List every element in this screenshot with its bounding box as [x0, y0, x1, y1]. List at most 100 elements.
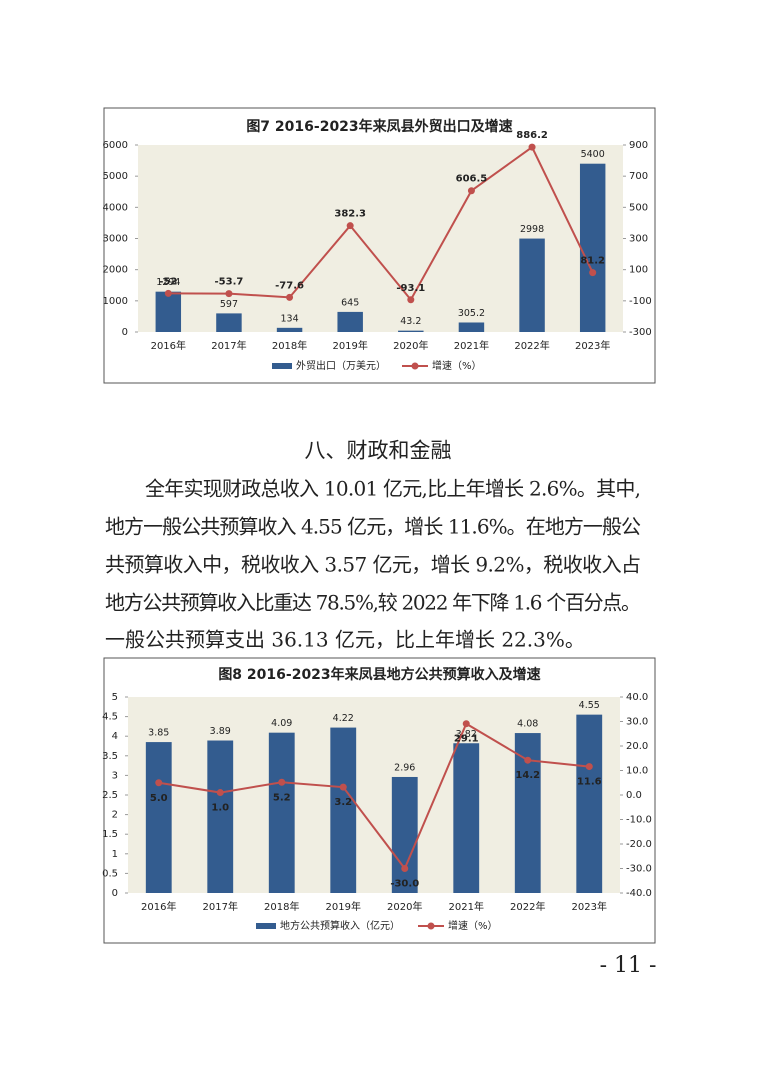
paragraph-line: 一般公共预算支出 36.13 亿元，比上年增长 22.3%。: [105, 628, 585, 652]
bar-label: 134: [280, 313, 298, 324]
x-tick-label: 2020年: [387, 900, 422, 913]
x-tick-label: 2022年: [514, 339, 549, 352]
x-tick-label: 2016年: [141, 900, 176, 913]
y2-tick-label: -100: [629, 296, 652, 307]
x-tick-label: 2021年: [449, 900, 484, 913]
bar: [155, 291, 182, 332]
plot-area: [128, 697, 620, 893]
x-tick-label: 2019年: [326, 900, 361, 913]
y2-tick-label: 900: [629, 140, 648, 151]
legend-swatch: [256, 923, 276, 929]
line-marker: [225, 290, 233, 298]
bar: [207, 740, 234, 893]
line-label: 1.0: [211, 803, 229, 814]
line-marker: [216, 789, 224, 797]
y2-tick-label: 100: [629, 265, 648, 276]
x-tick-label: 2023年: [572, 900, 607, 913]
line-marker: [155, 779, 163, 787]
line-label: 5.0: [150, 793, 168, 804]
bar-label: 3.82: [456, 729, 477, 740]
page-number: - 11 -: [600, 953, 657, 978]
line-marker: [524, 756, 532, 764]
line-marker: [346, 222, 354, 230]
legend-swatch: [272, 363, 292, 369]
section-heading: 八、财政和金融: [305, 439, 452, 463]
y-tick-label: 3000: [103, 234, 128, 245]
line-marker: [278, 778, 286, 786]
x-tick-label: 2017年: [203, 900, 238, 913]
bar-label: 2.96: [394, 762, 415, 773]
y-tick-label: 3: [112, 770, 118, 781]
bar-label: 4.09: [271, 718, 292, 729]
line-marker: [462, 720, 470, 728]
bar-label: 43.2: [400, 316, 421, 327]
x-tick-label: 2019年: [332, 339, 367, 352]
y2-tick-label: 40.0: [626, 692, 648, 703]
y-tick-label: 6000: [103, 140, 128, 151]
line-label: 14.2: [515, 770, 540, 781]
bar-label: 305.2: [458, 308, 485, 319]
y-tick-label: 5: [112, 692, 118, 703]
line-label: 81.2: [580, 256, 605, 267]
y2-tick-label: 0.0: [626, 790, 642, 801]
line-marker: [339, 783, 347, 791]
bar: [579, 163, 606, 332]
bar: [391, 776, 418, 893]
paragraph-line: 共预算收入中，税收收入 3.57 亿元，增长 9.2%，税收收入占: [105, 553, 641, 577]
bar-label: 2998: [520, 224, 544, 235]
y2-tick-label: 10.0: [626, 766, 648, 777]
y2-tick-label: -10.0: [626, 815, 652, 826]
bar: [216, 313, 242, 332]
line-marker: [164, 289, 172, 297]
bar-label: 4.55: [579, 700, 600, 711]
line: [168, 145, 594, 302]
bar: [458, 322, 485, 332]
chart-title: 图7 2016-2023年来凤县外贸出口及增速: [246, 118, 512, 135]
y2-tick-label: -300: [629, 327, 652, 338]
y2-tick-label: 700: [629, 171, 648, 182]
x-tick-label: 2020年: [393, 339, 428, 352]
y-tick-label: 5000: [103, 171, 128, 182]
y-tick-label: 1.5: [102, 829, 118, 840]
line-marker: [589, 269, 597, 277]
bar: [337, 311, 363, 332]
line-label: -53.7: [215, 277, 244, 288]
line-label: -77.6: [275, 280, 304, 291]
legend-label: 增速（%）: [432, 359, 482, 372]
legend-label: 地方公共预算收入（亿元）: [280, 919, 400, 932]
x-tick-label: 2023年: [575, 339, 610, 352]
bar: [398, 330, 424, 332]
y-tick-label: 4.5: [102, 712, 118, 723]
chart-title: 图8 2016-2023年来凤县地方公共预算收入及增速: [218, 666, 540, 683]
bar-label: 597: [220, 299, 238, 310]
legend-label: 外贸出口（万美元）: [296, 359, 386, 372]
y2-tick-label: -40.0: [626, 888, 652, 899]
paragraph-line: 地方公共预算收入比重达 78.5%,较 2022 年下降 1.6 个百分点。: [105, 591, 641, 615]
y-tick-label: 0.5: [102, 868, 118, 879]
bar-label: 5400: [581, 149, 605, 160]
line-label: -52: [159, 276, 177, 287]
y2-tick-label: 500: [629, 202, 648, 213]
line-marker: [407, 296, 415, 304]
line-marker: [467, 187, 475, 195]
bar-label: 4.08: [517, 719, 538, 730]
y-tick-label: 1: [112, 849, 118, 860]
line-label: 886.2: [516, 130, 548, 141]
y2-tick-label: 20.0: [626, 741, 648, 752]
y-tick-label: 2000: [103, 265, 128, 276]
line-marker: [286, 293, 294, 301]
y-tick-label: 2.5: [102, 790, 118, 801]
bar-label: 3.89: [210, 726, 231, 737]
legend-swatch: [411, 362, 419, 370]
line-label: -93.1: [396, 283, 425, 294]
paragraph-line: 全年实现财政总收入 10.01 亿元,比上年增长 2.6%。其中,: [145, 477, 641, 501]
y2-tick-label: -30.0: [626, 864, 652, 875]
bar-label: 4.22: [333, 713, 354, 724]
bar: [330, 727, 357, 893]
bar-label: 645: [341, 297, 359, 308]
line-label: 5.2: [273, 792, 291, 803]
line-marker: [401, 865, 409, 872]
line-marker: [528, 143, 536, 151]
line-label: -30.0: [390, 879, 419, 890]
